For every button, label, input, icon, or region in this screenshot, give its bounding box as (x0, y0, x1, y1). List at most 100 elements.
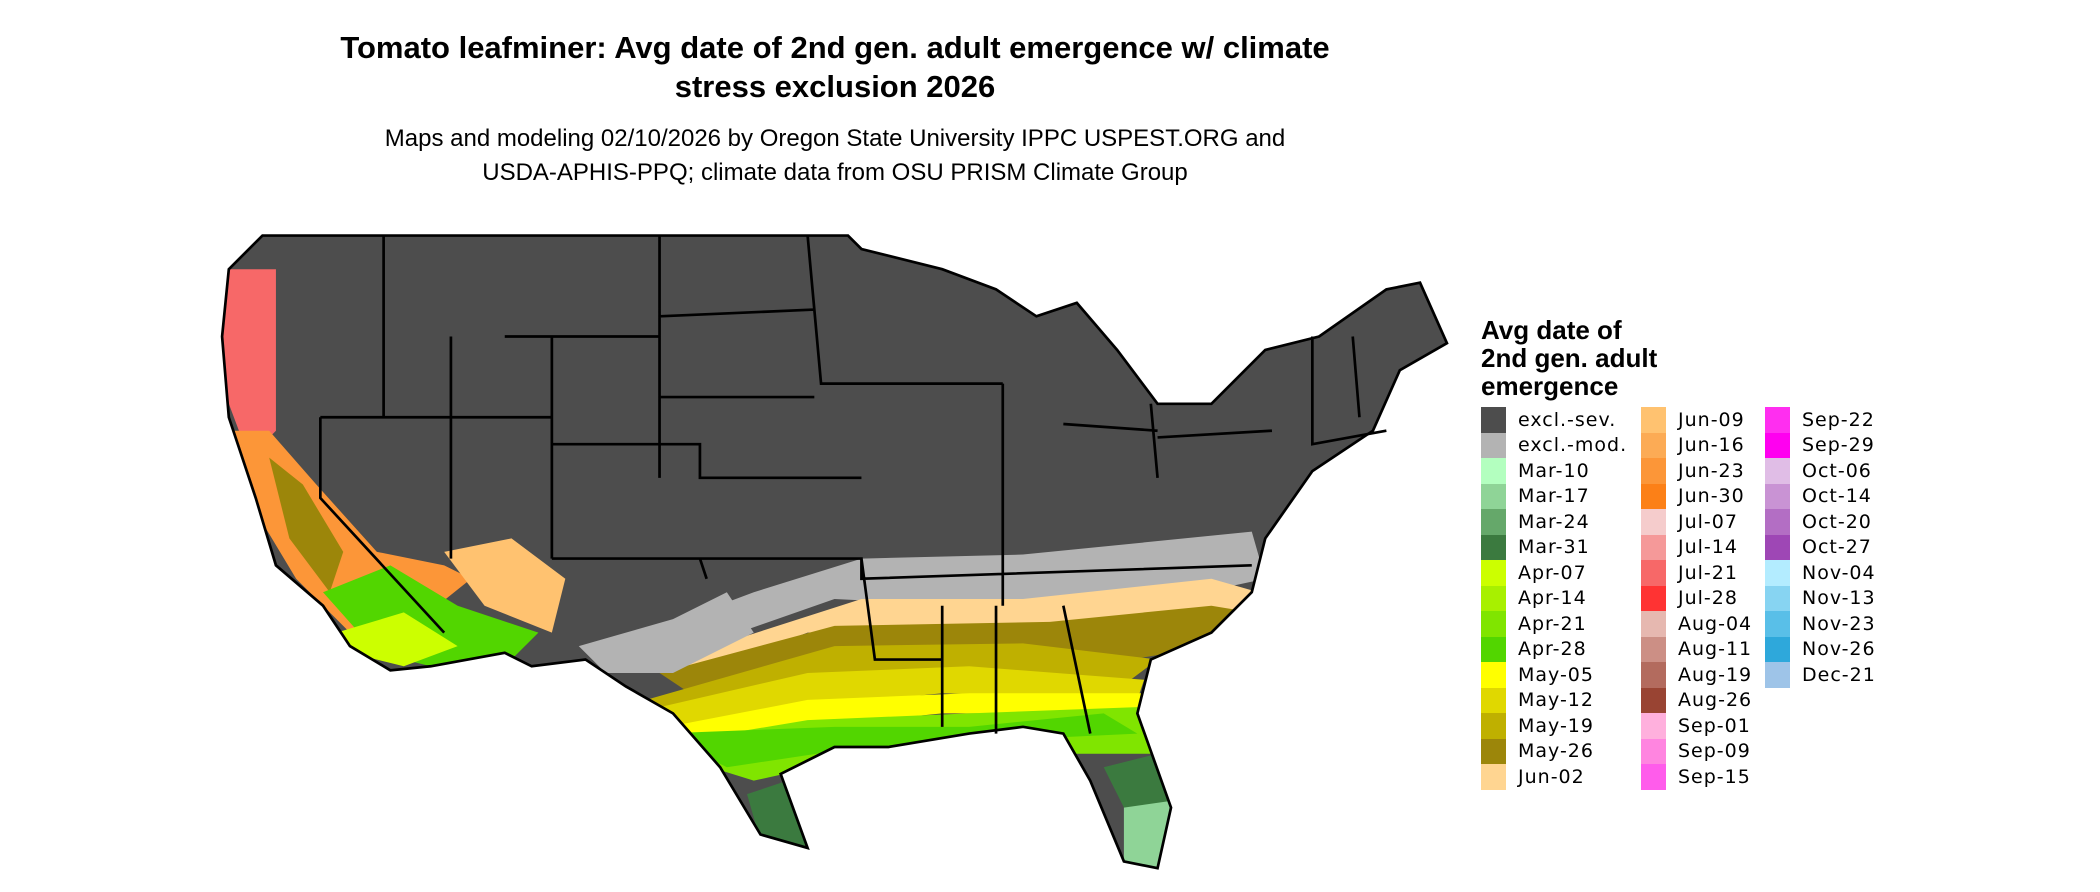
legend-label: Mar-31 (1518, 536, 1590, 559)
legend-item: Mar-31 (1481, 534, 1627, 560)
legend-item: Sep-01 (1641, 713, 1752, 739)
legend-item: Jul-14 (1641, 534, 1752, 560)
legend-label: Oct-20 (1802, 510, 1872, 533)
legend-item: Jun-16 (1641, 432, 1752, 458)
legend-label: Oct-27 (1802, 536, 1872, 559)
legend-swatch (1641, 713, 1666, 739)
legend-item: Aug-04 (1641, 611, 1752, 637)
legend-item: Nov-13 (1765, 585, 1876, 611)
legend-label: Jul-14 (1678, 536, 1738, 559)
legend-swatch (1765, 662, 1790, 688)
legend-label: May-05 (1518, 663, 1594, 686)
legend-title-line: 2nd gen. adult (1481, 343, 1658, 373)
legend-column: excl.-sev. excl.-mod. Mar-10 Mar-17 Mar-24 Ma… (1481, 407, 1627, 790)
map-title: Tomato leafminer: Avg date of 2nd gen. a… (250, 28, 1420, 106)
legend-swatch (1765, 458, 1790, 484)
legend-item: Aug-19 (1641, 662, 1752, 688)
legend-label: Apr-21 (1518, 612, 1587, 635)
legend-item: Sep-15 (1641, 764, 1752, 790)
legend-label: Jul-07 (1678, 510, 1738, 533)
legend-swatch (1481, 407, 1506, 433)
legend-swatch (1481, 560, 1506, 586)
legend-swatch (1641, 636, 1666, 662)
legend-label: Jul-28 (1678, 587, 1738, 610)
legend-title-line: emergence (1481, 371, 1619, 401)
legend-label: May-12 (1518, 689, 1594, 712)
legend-item: Dec-21 (1765, 662, 1876, 688)
legend-item: Jul-28 (1641, 585, 1752, 611)
legend-swatch (1765, 534, 1790, 560)
zone-excl-sev (222, 235, 1447, 869)
legend-swatch (1641, 534, 1666, 560)
legend-swatch (1481, 432, 1506, 458)
zone-texas-gray (578, 592, 754, 673)
legend-item: May-26 (1481, 738, 1627, 764)
legend-item: Apr-21 (1481, 611, 1627, 637)
legend-label: Mar-24 (1518, 510, 1590, 533)
legend-item: Apr-28 (1481, 636, 1627, 662)
state-borders (220, 234, 1449, 870)
legend-item: Jun-23 (1641, 458, 1752, 484)
legend-item: Jul-21 (1641, 560, 1752, 586)
legend-label: Oct-06 (1802, 459, 1872, 482)
zone-southwest-yellow (336, 612, 458, 667)
legend-column: Sep-22 Sep-29 Oct-06 Oct-14 Oct-20 Oct-27 Nov-… (1765, 407, 1876, 688)
legend-item: Oct-20 (1765, 509, 1876, 535)
legend-label: Nov-04 (1802, 561, 1876, 584)
legend-swatch (1765, 509, 1790, 535)
legend-swatch (1641, 509, 1666, 535)
legend-swatch (1765, 432, 1790, 458)
legend-item: Oct-14 (1765, 483, 1876, 509)
legend-item: Nov-23 (1765, 611, 1876, 637)
legend-title-line: Avg date of (1481, 315, 1622, 345)
legend-swatch (1481, 534, 1506, 560)
zone-arizona-peach (444, 538, 566, 633)
legend-swatch (1641, 764, 1666, 790)
zone-may-26 (659, 605, 1252, 700)
legend-swatch (1765, 407, 1790, 433)
legend-swatch (1765, 636, 1790, 662)
legend-item: May-12 (1481, 687, 1627, 713)
legend-swatch (1641, 687, 1666, 713)
legend-label: Sep-09 (1678, 740, 1751, 763)
legend-label: Dec-21 (1802, 663, 1876, 686)
legend-label: excl.-sev. (1518, 408, 1617, 431)
legend-item: Mar-24 (1481, 509, 1627, 535)
zone-may-19 (646, 643, 1158, 727)
legend-label: Apr-07 (1518, 561, 1587, 584)
zone-mar-31 (747, 753, 1178, 848)
map-title-line2: stress exclusion 2026 (674, 69, 996, 104)
legend-item: Aug-11 (1641, 636, 1752, 662)
legend-item: Sep-22 (1765, 407, 1876, 433)
legend-swatch (1481, 585, 1506, 611)
legend-item: Apr-14 (1481, 585, 1627, 611)
legend-column: Jun-09 Jun-16 Jun-23 Jun-30 Jul-07 Jul-14 Jul-… (1641, 407, 1752, 790)
legend-swatch (1641, 585, 1666, 611)
map-title-line1: Tomato leafminer: Avg date of 2nd gen. a… (340, 30, 1330, 65)
zone-west-coast-red (222, 269, 276, 458)
legend-swatch (1481, 483, 1506, 509)
legend-item: Jun-30 (1641, 483, 1752, 509)
legend-label: Jul-21 (1678, 561, 1738, 584)
legend-label: Mar-17 (1518, 485, 1590, 508)
legend-swatch (1481, 738, 1506, 764)
legend-item: Jul-07 (1641, 509, 1752, 535)
legend-label: Jun-23 (1678, 459, 1745, 482)
zone-california-olive (269, 457, 344, 593)
legend-label: Mar-10 (1518, 459, 1590, 482)
legend-item: Mar-10 (1481, 458, 1627, 484)
legend-swatch (1765, 585, 1790, 611)
legend-label: Jun-02 (1518, 765, 1585, 788)
legend-item: Jun-09 (1641, 407, 1752, 433)
zone-may-12 (632, 666, 1145, 754)
legend-item: Oct-27 (1765, 534, 1876, 560)
legend-item: May-19 (1481, 713, 1627, 739)
legend-item: Nov-04 (1765, 560, 1876, 586)
legend-swatch (1765, 560, 1790, 586)
legend-label: Nov-23 (1802, 612, 1876, 635)
legend-label: Aug-04 (1678, 612, 1753, 635)
legend-label: May-26 (1518, 740, 1594, 763)
legend-item: Mar-17 (1481, 483, 1627, 509)
legend-label: Apr-14 (1518, 587, 1587, 610)
legend-item: Apr-07 (1481, 560, 1627, 586)
